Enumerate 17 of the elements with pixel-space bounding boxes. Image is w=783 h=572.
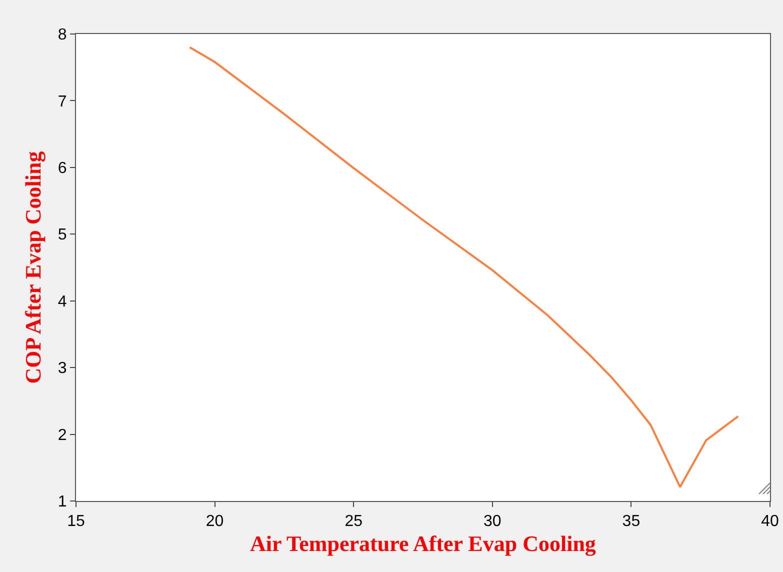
x-tick-label: 25 xyxy=(344,513,363,530)
y-tick-label: 4 xyxy=(58,293,67,310)
x-tick-label: 30 xyxy=(484,513,502,530)
y-tick-label: 8 xyxy=(58,26,67,44)
line-series xyxy=(188,46,740,488)
y-tick-label: 6 xyxy=(58,160,67,178)
y-axis-title: COP After Evap Cooling xyxy=(20,151,46,384)
y-tick-label: 7 xyxy=(58,93,67,110)
y-tick-label: 2 xyxy=(58,426,67,444)
y-tick-label: 1 xyxy=(58,494,67,511)
x-tick-label: 20 xyxy=(206,513,224,530)
x-tick-label: 40 xyxy=(761,513,779,530)
y-tick-label: 3 xyxy=(58,360,67,378)
y-tick-label: 5 xyxy=(58,226,67,244)
x-axis-title: Air Temperature After Evap Cooling xyxy=(250,531,596,556)
x-tick-label: 35 xyxy=(622,513,640,530)
x-tick-label: 15 xyxy=(67,513,85,530)
